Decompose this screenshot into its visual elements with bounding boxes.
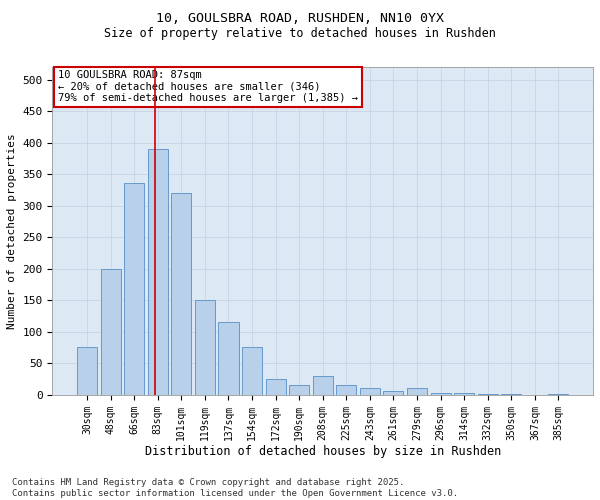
Bar xyxy=(101,268,121,394)
Bar xyxy=(337,385,356,394)
Bar xyxy=(289,385,309,394)
Bar xyxy=(407,388,427,394)
Text: Contains HM Land Registry data © Crown copyright and database right 2025.
Contai: Contains HM Land Registry data © Crown c… xyxy=(12,478,458,498)
Bar xyxy=(313,376,333,394)
Bar xyxy=(124,184,144,394)
Bar xyxy=(360,388,380,394)
Bar xyxy=(266,379,286,394)
Y-axis label: Number of detached properties: Number of detached properties xyxy=(7,133,17,328)
Bar xyxy=(242,348,262,395)
Bar xyxy=(383,392,403,394)
Bar xyxy=(172,193,191,394)
Text: 10, GOULSBRA ROAD, RUSHDEN, NN10 0YX: 10, GOULSBRA ROAD, RUSHDEN, NN10 0YX xyxy=(156,12,444,26)
Bar xyxy=(148,149,168,394)
X-axis label: Distribution of detached houses by size in Rushden: Distribution of detached houses by size … xyxy=(145,445,501,458)
Bar xyxy=(77,348,97,395)
Text: 10 GOULSBRA ROAD: 87sqm
← 20% of detached houses are smaller (346)
79% of semi-d: 10 GOULSBRA ROAD: 87sqm ← 20% of detache… xyxy=(58,70,358,103)
Bar xyxy=(218,322,239,394)
Text: Size of property relative to detached houses in Rushden: Size of property relative to detached ho… xyxy=(104,28,496,40)
Bar xyxy=(195,300,215,394)
